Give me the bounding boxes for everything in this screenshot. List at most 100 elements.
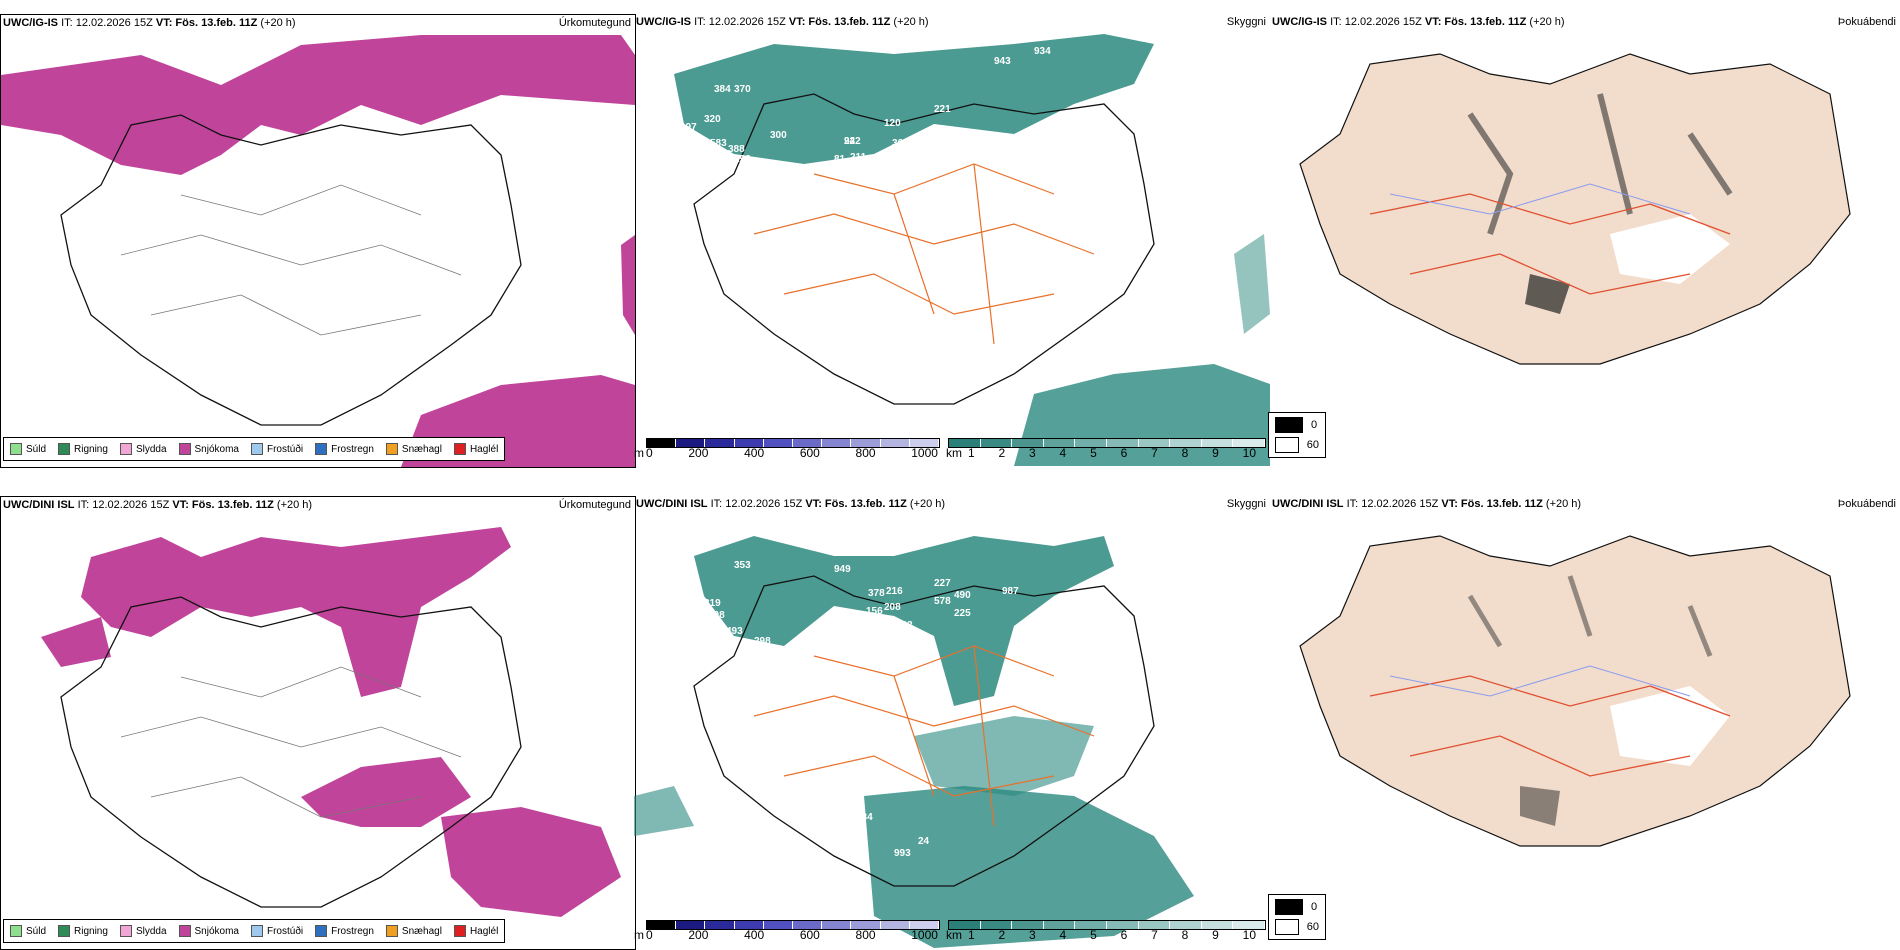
colorbar-segment <box>1106 439 1139 447</box>
colorbar-tick: 600 <box>799 928 820 942</box>
cloud-base-value: 225 <box>954 608 971 619</box>
legend-label: Súld <box>26 443 47 455</box>
legend-swatch <box>178 443 191 455</box>
legend-label: Haglél <box>469 925 499 937</box>
legend-label: Frostúði <box>266 443 304 455</box>
cloud-base-value: 493 <box>726 626 743 637</box>
cloud-base-value: 987 <box>1002 586 1019 597</box>
colorbar-segment <box>647 921 677 929</box>
colorbar-segment <box>949 921 981 929</box>
colorbar-segment <box>851 439 881 447</box>
panel-name: Þokuábendi <box>1837 16 1896 28</box>
colorbar-segment <box>909 439 940 447</box>
colorbar-tick: 5 <box>1090 446 1097 460</box>
cloud-base-value: 81 <box>834 154 846 165</box>
legend-label: Rigning <box>74 925 108 937</box>
fog-legend-row: 60 <box>1275 437 1319 453</box>
colorbar-tick: 400 <box>744 446 765 460</box>
legend-swatch <box>315 925 328 937</box>
visibility-ticks-2: 1 2 3 4 5 6 7 8 9 10 <box>968 928 1256 942</box>
panel-title: UWC/DINI ISL IT: 12.02.2026 15Z VT: Fös.… <box>636 498 946 510</box>
colorbar-tick: 600 <box>799 446 820 460</box>
colorbar-segment <box>793 921 823 929</box>
cloud-base-value: 384 <box>714 84 731 95</box>
legend-swatch <box>250 443 263 455</box>
legend-label: Snæhagl <box>401 443 442 455</box>
cloud-base-value: 943 <box>994 56 1011 67</box>
colorbar-tick: 7 <box>1151 446 1158 460</box>
cloud-base-value: 156 <box>866 606 883 617</box>
cloud-base-value: 993 <box>894 848 911 859</box>
cloud-base-value: 320 <box>704 114 721 125</box>
cloud-base-value: 370 <box>734 84 751 95</box>
visibility-colorbar-2 <box>948 920 1266 930</box>
fog-legend-swatch <box>1275 437 1299 453</box>
legend-swatch <box>315 443 328 455</box>
colorbar-segment <box>1106 921 1139 929</box>
legend-swatch <box>453 443 466 455</box>
colorbar-segment <box>949 439 981 447</box>
colorbar-tick: 6 <box>1120 928 1128 942</box>
legend-swatch <box>178 925 191 937</box>
visibility-map-1 <box>674 34 1270 466</box>
precip-legend: Súld Rigning Slydda Snjókoma Frostúði Frostre… <box>3 437 506 461</box>
cloudbase-ticks-1: 0 200 400 600 800 1000 <box>646 446 938 460</box>
colorbar-segment <box>1012 921 1044 929</box>
legend-item: Súld <box>10 443 46 455</box>
cloud-base-value: 208 <box>884 602 901 613</box>
cloud-base-value: 24 <box>918 836 930 847</box>
legend-label: Frostúði <box>266 925 304 937</box>
legend-label: Slydda <box>135 443 167 455</box>
colorbar-segment <box>705 921 735 929</box>
panel-title: UWC/IG-IS IT: 12.02.2026 15Z VT: Fös. 13… <box>636 16 929 28</box>
colorbar-segment <box>1170 439 1202 447</box>
legend-item: Haglél <box>453 925 499 937</box>
colorbar-tick: 7 <box>1151 928 1158 942</box>
visibility-unit-2: km <box>946 928 962 942</box>
legend-item: Rigning <box>58 925 108 937</box>
colorbar-tick: 2 <box>998 928 1006 942</box>
panel-name: Þokuábendi <box>1837 498 1896 510</box>
cloud-base-value: 578 <box>934 596 951 607</box>
colorbar-segment <box>822 439 852 447</box>
cloud-base-value: 583 <box>710 138 727 149</box>
colorbar-tick: 400 <box>744 928 765 942</box>
colorbar-tick: 2 <box>998 446 1006 460</box>
colorbar-segment <box>734 439 764 447</box>
colorbar-segment <box>880 439 910 447</box>
panel-name: Úrkomutegund <box>558 499 631 511</box>
colorbar-segment <box>1201 921 1234 929</box>
cloud-base-value: 539 <box>892 152 909 163</box>
cloud-base-value: 534 <box>856 812 873 823</box>
colorbar-tick: 3 <box>1029 446 1036 460</box>
colorbar-segment <box>1138 921 1171 929</box>
legend-swatch <box>385 443 398 455</box>
colorbar-tick: 8 <box>1181 446 1189 460</box>
cloud-base-value: 417 <box>824 616 841 627</box>
cloud-base-value: 639 <box>870 652 887 663</box>
fog-legend-label: 0 <box>1311 901 1318 913</box>
fog-legend-label: 60 <box>1306 921 1319 933</box>
cloud-base-value: 361 <box>892 138 909 149</box>
legend-swatch <box>10 443 22 455</box>
colorbar-tick: 200 <box>688 928 709 942</box>
colorbar-segment <box>793 439 823 447</box>
visibility-colorbar-1 <box>948 438 1266 448</box>
colorbar-tick: 1 <box>968 446 975 460</box>
legend-label: Haglél <box>469 443 499 455</box>
colorbar-segment <box>676 921 706 929</box>
legend-item: Frostregn <box>315 443 374 455</box>
visibility-map-2 <box>634 536 1194 948</box>
cloud-base-value: 319 <box>704 598 721 609</box>
cloudbase-unit-2: m <box>634 928 644 942</box>
fog-legend-2: 0 60 <box>1268 894 1326 940</box>
cloud-base-value: 223 <box>896 620 913 631</box>
legend-item: Slydda <box>119 443 167 455</box>
legend-item: Slydda <box>119 925 167 937</box>
fog-map-2 <box>1299 535 1851 847</box>
legend-item: Snjókoma <box>178 443 239 455</box>
colorbar-segment <box>1233 439 1265 447</box>
fog-legend-swatch <box>1275 899 1303 915</box>
cloud-base-value: 120 <box>884 118 901 129</box>
fog-legend-label: 0 <box>1311 419 1318 431</box>
